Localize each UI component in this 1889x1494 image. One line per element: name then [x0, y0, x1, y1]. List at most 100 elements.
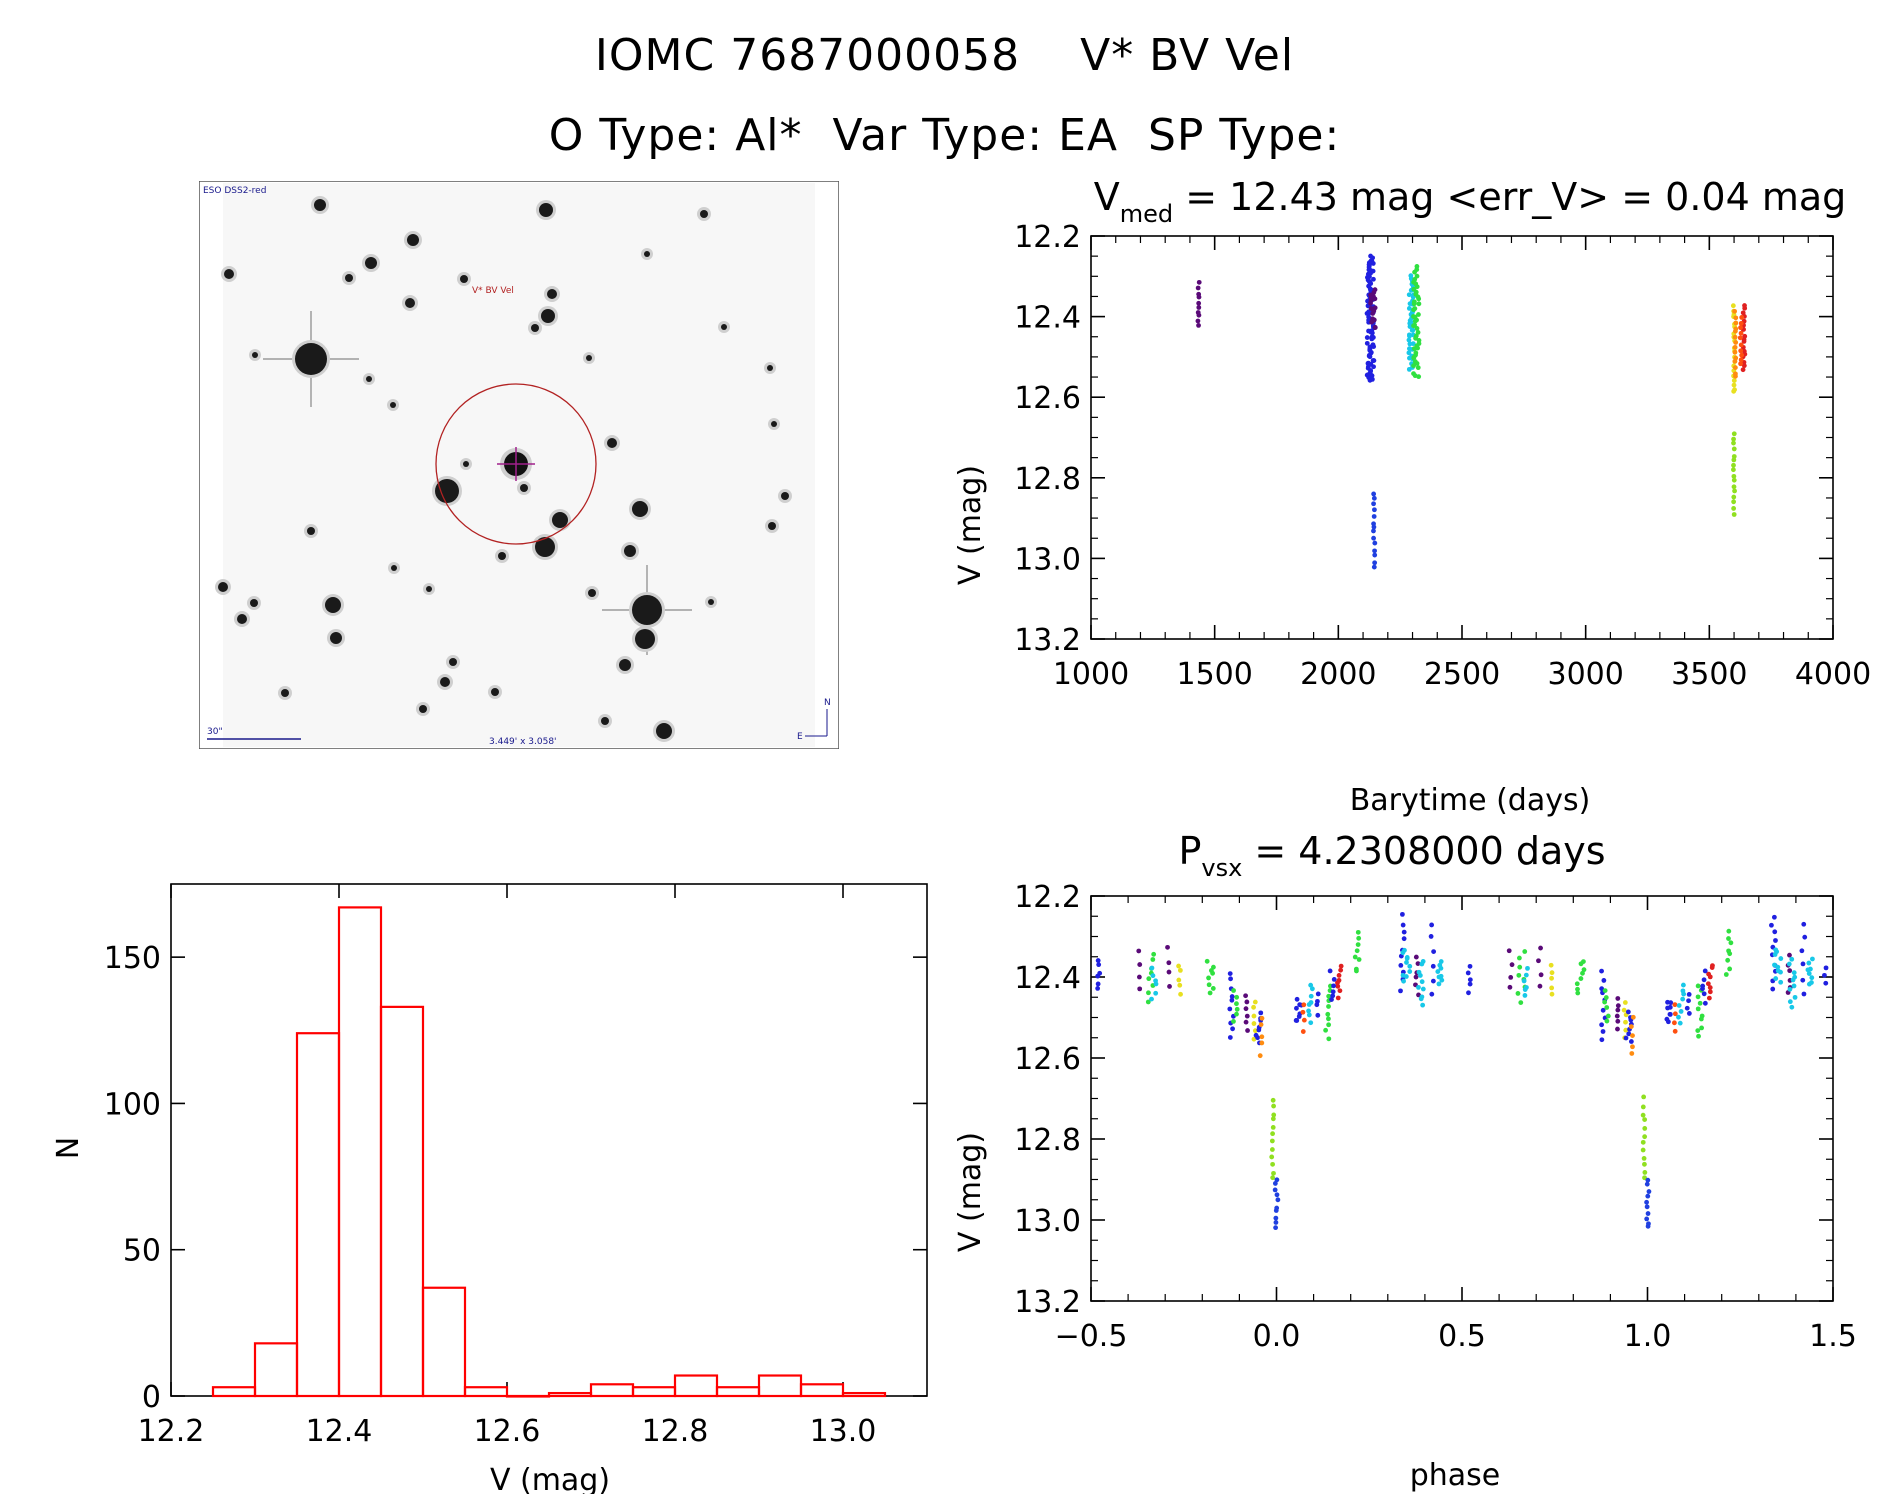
data-point: [1806, 971, 1812, 977]
data-point: [1230, 1026, 1235, 1032]
data-point: [1740, 367, 1746, 373]
data-point: [1368, 253, 1373, 259]
data-point: [1695, 1006, 1701, 1012]
y-tick-label: 12.4: [1014, 961, 1081, 996]
data-point: [1799, 948, 1805, 954]
data-point: [1369, 319, 1375, 325]
data-point: [1741, 338, 1747, 344]
hist-bar: [295, 1032, 341, 1398]
data-point: [1642, 1161, 1647, 1167]
data-point: [1686, 998, 1691, 1004]
data-point: [1420, 1002, 1426, 1008]
data-point: [1210, 970, 1216, 976]
y-tick-label: 13.2: [1014, 623, 1081, 658]
data-point: [1667, 1011, 1673, 1017]
finder-star: [721, 324, 727, 330]
data-point: [1778, 979, 1784, 985]
x-tick-label: 0.5: [1438, 1319, 1486, 1354]
x-tick-label: 1.0: [1624, 1319, 1672, 1354]
finder-star: [405, 298, 415, 308]
data-point: [1372, 560, 1378, 566]
data-point: [1738, 357, 1744, 363]
data-point: [1369, 330, 1375, 336]
data-point: [1372, 296, 1378, 302]
finder-star: [330, 632, 342, 644]
data-point: [1605, 1013, 1611, 1019]
data-point: [1725, 957, 1731, 963]
data-point: [1331, 976, 1337, 982]
finder-star: [767, 365, 773, 371]
data-point: [1323, 1027, 1329, 1033]
data-point: [1615, 1018, 1621, 1024]
data-point: [1150, 973, 1156, 979]
data-point: [1630, 1044, 1635, 1050]
y-tick-label: 12.6: [1014, 381, 1081, 416]
data-point: [1623, 1035, 1629, 1041]
data-point: [1731, 436, 1736, 442]
data-point: [1301, 1002, 1307, 1008]
target-label: V* BV Vel: [472, 286, 514, 296]
data-point: [1368, 300, 1373, 306]
x-tick-label: 4000: [1795, 657, 1871, 692]
data-point: [1600, 1029, 1606, 1034]
x-tick-label: 1500: [1176, 657, 1252, 692]
hist-bar: [799, 1383, 845, 1398]
data-point: [1672, 1028, 1678, 1034]
data-point: [1645, 1193, 1651, 1199]
data-point: [1306, 1002, 1312, 1007]
data-point: [1809, 975, 1815, 981]
data-point: [1095, 973, 1101, 979]
data-point: [1436, 981, 1442, 987]
data-point: [1732, 365, 1738, 370]
data-point: [1227, 971, 1233, 977]
x-tick-label: 12.4: [306, 1414, 373, 1449]
data-point: [1401, 929, 1407, 935]
finder-star: [224, 269, 234, 279]
data-point: [1095, 958, 1101, 963]
data-point: [1575, 986, 1580, 992]
data-point: [1414, 284, 1420, 290]
data-point: [1370, 311, 1376, 316]
data-point: [1578, 976, 1584, 981]
data-point: [1430, 978, 1436, 984]
data-point: [1354, 948, 1360, 954]
data-point: [1196, 279, 1202, 285]
lc-xlabel: Barytime (days): [1350, 783, 1591, 818]
figure-subtitle: O Type: Al* Var Type: EA SP Type:: [548, 110, 1341, 161]
data-point: [1575, 990, 1581, 996]
hist-bars: [211, 906, 887, 1398]
data-point: [1806, 981, 1812, 987]
data-point: [1823, 965, 1829, 971]
finder-star: [391, 565, 397, 571]
data-point: [1640, 1104, 1646, 1110]
data-point: [1642, 1126, 1648, 1131]
data-point: [1769, 922, 1774, 928]
data-point: [1731, 494, 1737, 500]
data-point: [1338, 967, 1344, 973]
finder-star: [365, 257, 377, 269]
data-point: [1406, 350, 1412, 356]
data-point: [1644, 1216, 1650, 1222]
data-point: [1166, 969, 1172, 975]
data-point: [1243, 993, 1249, 999]
data-point: [1525, 965, 1530, 971]
data-point: [1096, 962, 1102, 968]
data-point: [1733, 320, 1739, 326]
data-point: [1300, 1009, 1306, 1015]
data-point: [1153, 981, 1159, 987]
data-point: [1467, 963, 1473, 969]
data-point: [1412, 269, 1417, 275]
data-point: [1645, 1211, 1651, 1216]
data-point: [1686, 991, 1692, 997]
data-point: [1245, 1028, 1250, 1033]
data-point: [1273, 1225, 1278, 1231]
data-point: [1701, 991, 1707, 997]
data-point: [1684, 1005, 1690, 1011]
data-point: [1677, 1020, 1683, 1026]
data-point: [1207, 990, 1213, 996]
data-point: [1366, 353, 1372, 359]
phase-title-sub: vsx: [1201, 854, 1242, 882]
data-point: [1415, 345, 1420, 351]
data-point: [1698, 1016, 1704, 1022]
data-point: [1732, 488, 1737, 494]
